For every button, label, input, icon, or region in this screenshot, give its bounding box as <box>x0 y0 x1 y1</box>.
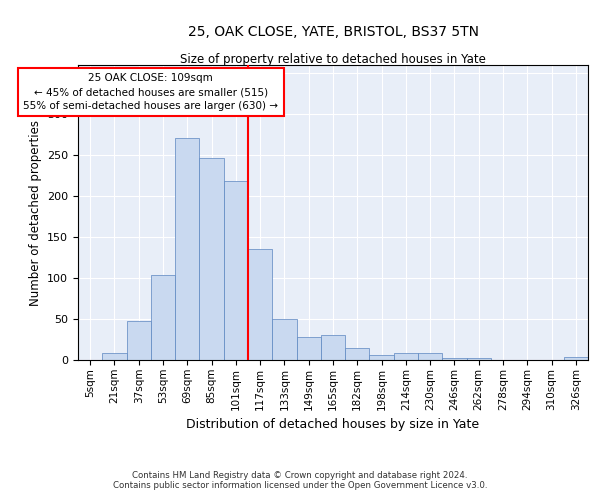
Bar <box>321 336 345 360</box>
Text: Contains HM Land Registry data © Crown copyright and database right 2024.
Contai: Contains HM Land Registry data © Crown c… <box>113 470 487 490</box>
Bar <box>345 348 370 360</box>
Bar <box>199 158 224 360</box>
Bar <box>296 337 321 360</box>
Text: 25 OAK CLOSE: 109sqm
← 45% of detached houses are smaller (515)
55% of semi-deta: 25 OAK CLOSE: 109sqm ← 45% of detached h… <box>23 73 278 111</box>
Text: 25, OAK CLOSE, YATE, BRISTOL, BS37 5TN: 25, OAK CLOSE, YATE, BRISTOL, BS37 5TN <box>188 25 479 39</box>
Bar <box>151 275 175 360</box>
Bar <box>175 138 199 360</box>
Bar <box>442 358 467 360</box>
Bar <box>248 250 272 360</box>
Bar <box>394 352 418 360</box>
Y-axis label: Number of detached properties: Number of detached properties <box>29 120 41 306</box>
Bar <box>272 319 296 360</box>
Bar <box>127 322 151 360</box>
Bar <box>224 180 248 360</box>
Bar <box>102 352 127 360</box>
X-axis label: Distribution of detached houses by size in Yate: Distribution of detached houses by size … <box>187 418 479 431</box>
Bar <box>370 355 394 360</box>
Text: Size of property relative to detached houses in Yate: Size of property relative to detached ho… <box>180 52 486 66</box>
Bar <box>564 356 588 360</box>
Bar <box>418 352 442 360</box>
Bar <box>467 358 491 360</box>
